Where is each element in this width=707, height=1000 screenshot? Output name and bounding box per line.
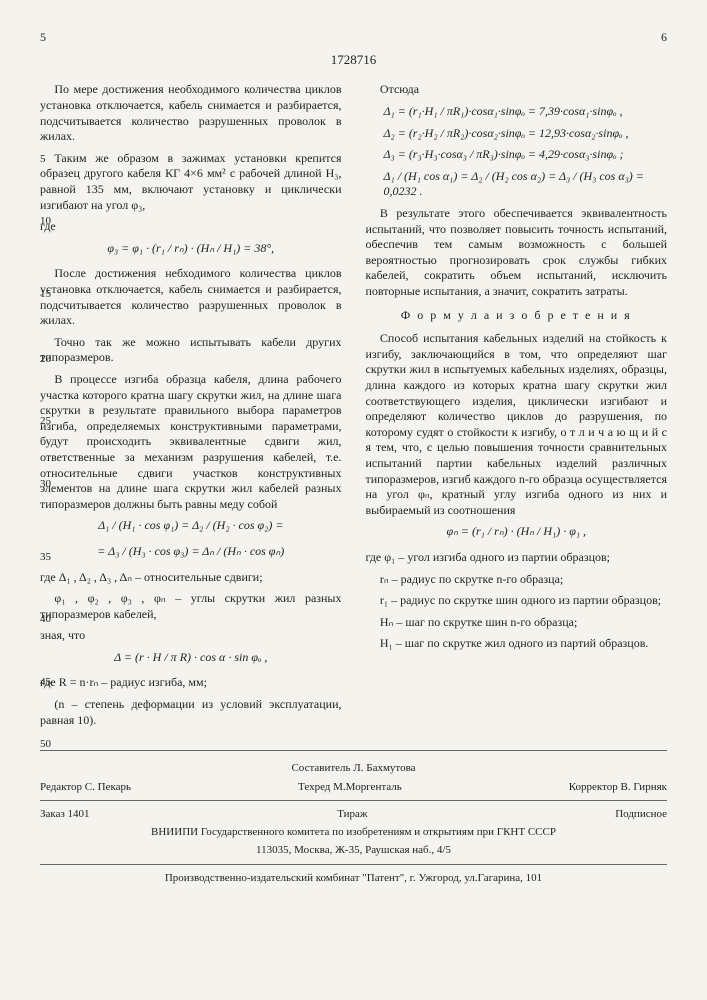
body-para: зная, что bbox=[40, 628, 342, 644]
line-number: 15 bbox=[40, 287, 51, 301]
body-para: r₁ – радиус по скрутке шин одного из пар… bbox=[366, 593, 668, 609]
footer-order: Заказ 1401 bbox=[40, 807, 90, 821]
formula: φ₃ = φ₁ · (r₁ / rₙ) · (Hₙ / H₁) = 38°, bbox=[40, 241, 342, 257]
footer-publisher: Производственно-издательский комбинат "П… bbox=[40, 871, 667, 885]
body-para: Отсюда bbox=[366, 82, 668, 98]
line-number: 50 bbox=[40, 737, 51, 751]
columns-wrap: 5 10 15 20 25 30 35 40 45 50 По мере дос… bbox=[40, 82, 667, 734]
footer-compiler: Составитель Л. Бахмутова bbox=[40, 761, 667, 775]
body-para: Точно так же можно испытывать кабели дру… bbox=[40, 335, 342, 366]
line-number: 10 bbox=[40, 214, 51, 228]
page-left: 5 bbox=[40, 30, 46, 46]
formula: φₙ = (r₁ / rₙ) · (Hₙ / H₁) · φ₁ , bbox=[366, 524, 668, 540]
formula: Δ = (r · H / π R) · cos α · sin φₒ , bbox=[40, 650, 342, 666]
section-title: Ф о р м у л а и з о б р е т е н и я bbox=[366, 308, 668, 324]
footer: Составитель Л. Бахмутова Редактор С. Пек… bbox=[40, 750, 667, 885]
footer-corrector: Корректор В. Гирняк bbox=[569, 780, 667, 794]
footer-editor: Редактор С. Пекарь bbox=[40, 780, 131, 794]
formula: = Δ₃ / (H₃ · cos φ₃) = Δₙ / (Hₙ · cos φₙ… bbox=[40, 544, 342, 560]
formula: Δ₂ = (r₂·H₂ / πR₂)·cosα₂·sinφₒ = 12,93·c… bbox=[384, 126, 668, 142]
body-para: где R = n·rₙ – радиус изгиба, мм; bbox=[40, 675, 342, 691]
formula: Δ₁ / (H₁ · cos φ₁) = Δ₂ / (H₂ · cos φ₂) … bbox=[40, 518, 342, 534]
formula: Δ₁ / (H₁ cos α₁) = Δ₂ / (H₂ cos α₂) = Δ₃… bbox=[384, 169, 668, 200]
line-number: 35 bbox=[40, 550, 51, 564]
page-right: 6 bbox=[661, 30, 667, 46]
body-para: где φ₁ – угол изгиба одного из партии об… bbox=[366, 550, 668, 566]
page-number-row: 5 6 bbox=[40, 30, 667, 46]
columns: По мере достижения необходимого количест… bbox=[40, 82, 667, 734]
footer-org: ВНИИПИ Государственного комитета по изоб… bbox=[40, 825, 667, 839]
body-para: H₁ – шаг по скрутке жил одного из партий… bbox=[366, 636, 668, 652]
line-number: 5 bbox=[40, 152, 46, 166]
footer-techred: Техред М.Моргенталь bbox=[298, 780, 402, 794]
line-number: 25 bbox=[40, 414, 51, 428]
body-para: По мере достижения необходимого количест… bbox=[40, 82, 342, 144]
formula: Δ₃ = (r₃·H₃·cosα₃ / πR₃)·sinφₒ = 4,29·co… bbox=[384, 147, 668, 163]
doc-number: 1728716 bbox=[40, 52, 667, 69]
body-para: После достижения небходимого количества … bbox=[40, 266, 342, 328]
body-para: Hₙ – шаг по скрутке шин n-го образца; bbox=[366, 615, 668, 631]
left-column: По мере достижения необходимого количест… bbox=[40, 82, 342, 734]
body-para: Способ испытания кабельных изделий на ст… bbox=[366, 331, 668, 518]
footer-row: Редактор С. Пекарь Техред М.Моргенталь К… bbox=[40, 780, 667, 794]
footer-row: Заказ 1401 Тираж Подписное bbox=[40, 807, 667, 821]
footer-subscription: Подписное bbox=[615, 807, 667, 821]
line-number: 30 bbox=[40, 477, 51, 491]
footer-tirazh: Тираж bbox=[337, 807, 367, 821]
body-para: rₙ – радиус по скрутке n-го образца; bbox=[366, 572, 668, 588]
body-para: где Δ₁ , Δ₂ , Δ₃ , Δₙ – относительные сд… bbox=[40, 570, 342, 586]
line-number: 20 bbox=[40, 352, 51, 366]
footer-addr: 113035, Москва, Ж-35, Раушская наб., 4/5 bbox=[40, 843, 667, 857]
body-para: В процессе изгиба образца кабеля, длина … bbox=[40, 372, 342, 512]
body-para: φ₁ , φ₂ , φ₃ , φₙ – углы скрутки жил раз… bbox=[40, 591, 342, 622]
formula: Δ₁ = (r₁·H₁ / πR₁)·cosα₁·sinφₒ = 7,39·co… bbox=[384, 104, 668, 120]
body-para: где bbox=[40, 219, 342, 235]
body-para: Таким же образом в зажимах установки кре… bbox=[40, 151, 342, 213]
body-para: В результате этого обеспечивается эквива… bbox=[366, 206, 668, 300]
right-column: Отсюда Δ₁ = (r₁·H₁ / πR₁)·cosα₁·sinφₒ = … bbox=[366, 82, 668, 734]
line-number: 45 bbox=[40, 675, 51, 689]
line-number: 40 bbox=[40, 612, 51, 626]
body-para: (n – степень деформации из условий экспл… bbox=[40, 697, 342, 728]
